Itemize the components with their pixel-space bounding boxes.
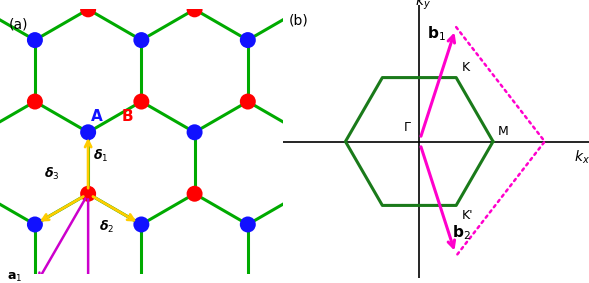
FancyArrowPatch shape	[85, 141, 91, 188]
Circle shape	[240, 32, 256, 48]
Circle shape	[27, 216, 43, 232]
Circle shape	[240, 94, 256, 110]
Circle shape	[133, 94, 150, 110]
FancyArrowPatch shape	[421, 36, 455, 136]
Circle shape	[80, 186, 96, 202]
Text: $k_x$: $k_x$	[574, 149, 589, 166]
Text: (a): (a)	[8, 17, 28, 31]
Text: K': K'	[461, 209, 473, 222]
Text: $\boldsymbol{\delta}_1$: $\boldsymbol{\delta}_1$	[93, 148, 108, 164]
FancyArrowPatch shape	[93, 196, 134, 220]
Text: M: M	[498, 125, 508, 138]
Text: $\mathbf{b}_1$: $\mathbf{b}_1$	[426, 24, 445, 43]
Circle shape	[133, 32, 150, 48]
FancyArrowPatch shape	[85, 199, 91, 283]
Circle shape	[80, 124, 96, 140]
Text: K: K	[461, 61, 469, 74]
Circle shape	[80, 1, 96, 17]
Text: $\boldsymbol{\delta}_2$: $\boldsymbol{\delta}_2$	[99, 219, 114, 235]
Circle shape	[27, 32, 43, 48]
Text: $\Gamma$: $\Gamma$	[403, 121, 412, 134]
Text: A: A	[91, 109, 103, 124]
Text: $\mathbf{a}_1$: $\mathbf{a}_1$	[7, 271, 22, 283]
Circle shape	[27, 94, 43, 110]
Text: (b): (b)	[289, 13, 309, 27]
FancyArrowPatch shape	[421, 147, 455, 247]
FancyArrowPatch shape	[39, 199, 85, 279]
Circle shape	[133, 216, 150, 232]
FancyArrowPatch shape	[42, 196, 83, 220]
Text: $\boldsymbol{\delta}_3$: $\boldsymbol{\delta}_3$	[44, 166, 59, 183]
Circle shape	[187, 1, 203, 17]
Text: $k_y$: $k_y$	[415, 0, 431, 12]
Text: $\mathbf{b}_2$: $\mathbf{b}_2$	[452, 224, 471, 242]
Text: B: B	[122, 109, 134, 124]
Circle shape	[187, 186, 203, 202]
Circle shape	[240, 216, 256, 232]
Circle shape	[187, 124, 203, 140]
